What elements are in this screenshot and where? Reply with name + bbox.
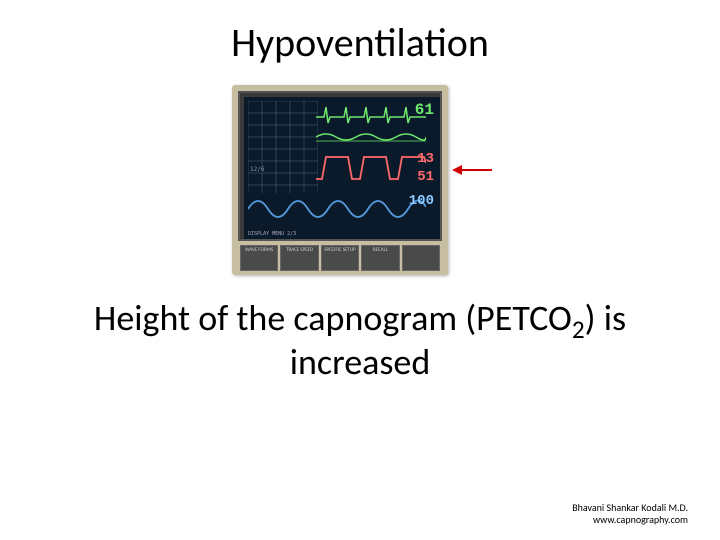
- hr-value: 61: [415, 101, 434, 119]
- spo2-value: 100: [409, 193, 434, 209]
- pleth-waveform: [248, 191, 426, 223]
- display-label: DISPLAY MENU 2/3: [248, 231, 296, 237]
- slide-title: Hypoventilation: [0, 18, 720, 67]
- trend-grid: 12/6: [248, 101, 318, 193]
- monitor-btn-2: TRACE SPEED: [280, 245, 318, 271]
- credit-url: www.capnography.com: [572, 514, 688, 526]
- monitor-btn-1: WAVE FORMS: [240, 245, 278, 271]
- annotation-arrow: [452, 165, 492, 175]
- resp-waveform: [316, 129, 426, 143]
- co2-small-value: 13: [417, 151, 434, 167]
- monitor-btn-4: RECALL: [361, 245, 399, 271]
- caption-subscript: 2: [572, 314, 585, 345]
- slide-caption: Height of the capnogram (PETCO2) is incr…: [0, 300, 720, 381]
- monitor-btn-5: [402, 245, 440, 271]
- monitor-btn-3: SPECIFIC SETUP: [321, 245, 359, 271]
- monitor-buttons: WAVE FORMS TRACE SPEED SPECIFIC SETUP RE…: [240, 245, 440, 271]
- etco2-value: 51: [417, 169, 434, 185]
- caption-post: ) is: [585, 296, 626, 340]
- monitor-photo: 12/6: [232, 85, 468, 275]
- monitor-frame: 12/6: [232, 85, 448, 275]
- svg-text:12/6: 12/6: [250, 166, 265, 173]
- caption-line2: increased: [290, 340, 431, 384]
- caption-pre: Height of the capnogram (PETCO: [94, 296, 572, 340]
- monitor-screen: 12/6: [244, 97, 440, 239]
- ecg-waveform: [316, 103, 426, 127]
- capnogram-waveform: [316, 153, 426, 183]
- arrow-line: [460, 169, 492, 171]
- credit-block: Bhavani Shankar Kodali M.D. www.capnogra…: [572, 502, 688, 526]
- monitor-bezel: 12/6: [238, 91, 442, 241]
